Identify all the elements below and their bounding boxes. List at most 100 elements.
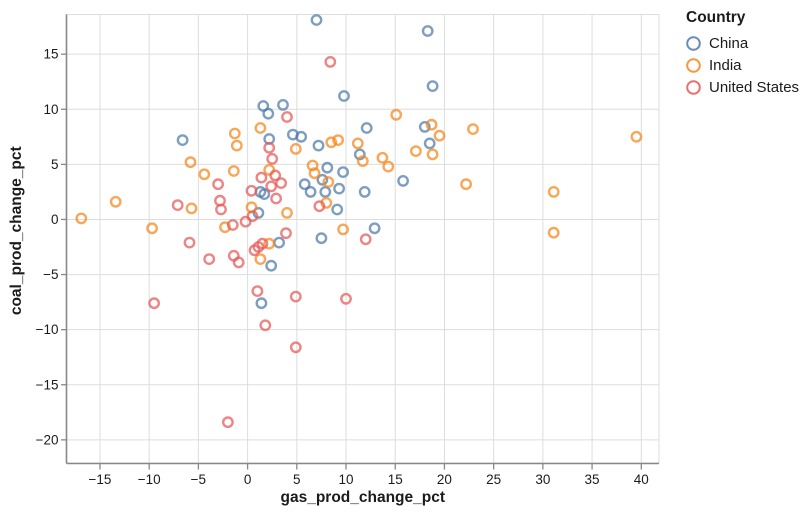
data-point-china[interactable] <box>176 134 189 147</box>
data-point-china[interactable] <box>426 80 439 93</box>
data-point-united-states[interactable] <box>239 215 252 228</box>
data-point-united-states[interactable] <box>183 236 196 249</box>
data-point-united-states[interactable] <box>259 319 272 332</box>
data-point-india[interactable] <box>198 168 211 181</box>
data-point-china[interactable] <box>312 139 325 152</box>
data-point-china[interactable] <box>353 148 366 161</box>
data-point-china[interactable] <box>252 206 265 219</box>
data-point-china[interactable] <box>368 222 381 235</box>
data-point-india[interactable] <box>547 185 560 198</box>
data-point-united-states[interactable] <box>269 169 282 182</box>
data-point-united-states[interactable] <box>289 341 302 354</box>
data-point-india[interactable] <box>630 130 643 143</box>
data-point-united-states[interactable] <box>246 210 259 223</box>
data-point-china[interactable] <box>262 107 275 120</box>
data-point-india[interactable] <box>426 148 439 161</box>
data-point-united-states[interactable] <box>265 180 278 193</box>
data-point-india[interactable] <box>547 226 560 239</box>
data-point-united-states[interactable] <box>255 171 268 184</box>
data-point-india[interactable] <box>376 151 389 164</box>
data-point-china[interactable] <box>316 173 329 186</box>
data-point-india[interactable] <box>228 127 241 140</box>
data-point-china[interactable] <box>337 166 349 179</box>
data-point-india[interactable] <box>325 136 338 149</box>
data-point-india[interactable] <box>184 156 197 169</box>
data-point-china[interactable] <box>331 203 344 216</box>
data-point-china[interactable] <box>319 185 332 198</box>
data-point-india[interactable] <box>254 122 267 134</box>
data-point-india[interactable] <box>75 212 88 225</box>
data-point-united-states[interactable] <box>324 56 337 68</box>
data-point-india[interactable] <box>308 167 321 180</box>
data-point-united-states[interactable] <box>171 199 184 212</box>
data-point-india[interactable] <box>263 163 276 176</box>
data-point-united-states[interactable] <box>289 290 302 303</box>
data-point-india[interactable] <box>227 165 240 177</box>
data-point-india[interactable] <box>337 223 349 236</box>
data-point-china[interactable] <box>421 25 434 37</box>
data-point-china[interactable] <box>423 137 436 150</box>
data-point-india[interactable] <box>467 123 479 136</box>
data-point-india[interactable] <box>263 237 276 250</box>
data-point-china[interactable] <box>295 130 308 143</box>
data-point-china[interactable] <box>304 185 317 198</box>
data-point-united-states[interactable] <box>359 233 372 246</box>
data-point-united-states[interactable] <box>266 152 279 165</box>
data-point-united-states[interactable] <box>148 297 161 310</box>
data-point-united-states[interactable] <box>251 285 264 297</box>
data-point-india[interactable] <box>109 195 122 208</box>
data-point-united-states[interactable] <box>245 184 258 197</box>
data-point-india[interactable] <box>382 160 395 173</box>
data-point-india[interactable] <box>289 142 302 155</box>
data-point-india[interactable] <box>390 108 403 121</box>
data-point-united-states[interactable] <box>221 416 234 429</box>
data-point-china[interactable] <box>418 121 431 133</box>
data-point-india[interactable] <box>351 137 364 150</box>
data-point-china[interactable] <box>277 99 289 111</box>
x-tick-label: 10 <box>339 472 354 487</box>
data-point-india[interactable] <box>185 202 198 215</box>
data-point-china[interactable] <box>338 90 350 102</box>
data-point-china[interactable] <box>358 185 371 198</box>
legend-item-united-states[interactable]: United States <box>685 76 799 98</box>
data-point-india[interactable] <box>322 176 335 188</box>
data-point-united-states[interactable] <box>270 192 282 205</box>
data-point-india[interactable] <box>460 178 472 191</box>
data-point-china[interactable] <box>333 182 345 195</box>
data-point-china[interactable] <box>360 122 373 134</box>
data-point-united-states[interactable] <box>281 111 293 123</box>
data-point-india[interactable] <box>230 139 243 152</box>
data-point-india[interactable] <box>146 222 159 235</box>
data-point-china[interactable] <box>273 236 285 249</box>
data-point-china[interactable] <box>265 259 278 272</box>
india-point-icon <box>686 57 701 73</box>
legend-item-india[interactable]: India <box>685 54 799 76</box>
data-point-united-states[interactable] <box>280 227 292 240</box>
data-point-china[interactable] <box>397 174 409 187</box>
data-point-united-states[interactable] <box>275 177 287 190</box>
data-point-india[interactable] <box>332 134 344 147</box>
data-point-india[interactable] <box>425 118 438 131</box>
data-point-india[interactable] <box>356 155 369 168</box>
data-point-china[interactable] <box>310 14 323 26</box>
data-point-united-states[interactable] <box>340 292 352 305</box>
data-point-china[interactable] <box>321 161 334 174</box>
data-point-china[interactable] <box>255 297 268 310</box>
data-point-india[interactable] <box>254 253 267 266</box>
data-point-united-states[interactable] <box>313 200 326 213</box>
legend-item-china[interactable]: China <box>685 32 799 54</box>
data-point-india[interactable] <box>281 206 293 219</box>
data-point-united-states[interactable] <box>212 178 225 191</box>
data-point-china[interactable] <box>258 188 271 201</box>
data-point-india[interactable] <box>306 159 319 172</box>
data-point-united-states[interactable] <box>215 203 227 216</box>
data-point-united-states[interactable] <box>232 256 245 269</box>
data-point-india[interactable] <box>409 145 422 158</box>
data-point-china[interactable] <box>298 178 311 191</box>
data-point-india[interactable] <box>433 129 446 142</box>
data-point-united-states[interactable] <box>263 141 276 154</box>
data-point-united-states[interactable] <box>226 219 239 231</box>
data-point-united-states[interactable] <box>203 253 216 266</box>
data-point-china[interactable] <box>315 232 328 245</box>
data-point-united-states[interactable] <box>256 237 269 250</box>
